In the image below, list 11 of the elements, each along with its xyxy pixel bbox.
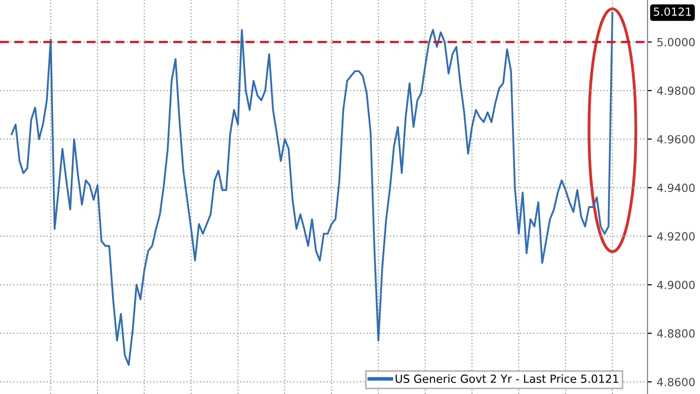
y-tick-label: 4.9000 xyxy=(657,280,695,290)
y-tick-label: 5.0000 xyxy=(657,38,695,46)
y-tick-label: 4.9800 xyxy=(657,86,695,95)
y-tick-label: 4.9200 xyxy=(657,232,695,241)
line-series xyxy=(10,12,614,366)
y-tick-label: 4.8800 xyxy=(657,329,695,338)
legend-label: US Generic Govt 2 Yr - Last Price 5.0121 xyxy=(396,374,618,383)
y-tick-label: 4.9400 xyxy=(657,184,695,192)
y-tick-label: 4.8600 xyxy=(657,378,695,386)
text: 5.0121 xyxy=(654,7,691,16)
y-tick-label: 4.9600 xyxy=(657,135,695,144)
